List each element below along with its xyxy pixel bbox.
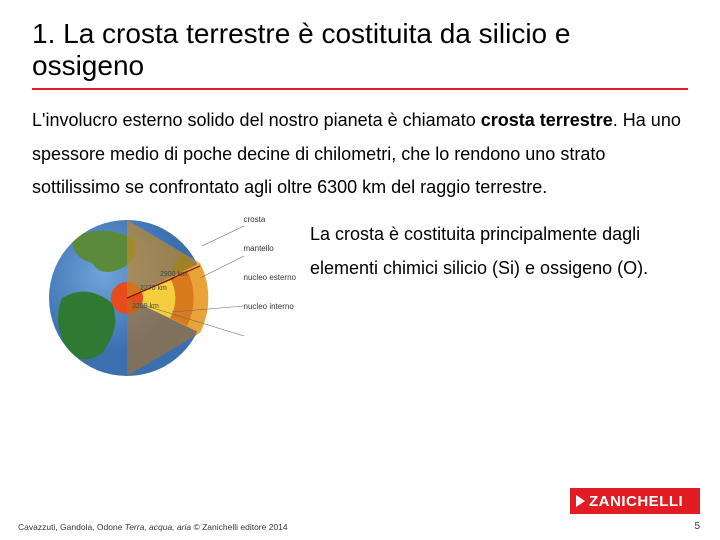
- label-inner-core: nucleo interno: [244, 303, 296, 312]
- para-1: L'involucro esterno solido del nostro pi…: [32, 110, 481, 130]
- footer-rest: © Zanichelli editore 2014: [191, 522, 288, 532]
- earth-diagram: 2900 km 2270 km 3200 km crosta mantello …: [32, 208, 292, 388]
- page-number: 5: [694, 521, 700, 532]
- logo-triangle-icon: [576, 495, 585, 507]
- logo-text: ZANICHELLI: [589, 493, 683, 510]
- publisher-logo: ZANICHELLI: [570, 488, 700, 514]
- footer-credits: Cavazzuti, Gandola, Odone Terra, acqua, …: [18, 522, 288, 532]
- label-outer-core: nucleo esterno: [244, 274, 296, 283]
- footer-authors: Cavazzuti, Gandola, Odone: [18, 522, 125, 532]
- dim-r2: 2270 km: [140, 285, 167, 292]
- label-mantle: mantello: [244, 245, 296, 254]
- main-paragraph: L'involucro esterno solido del nostro pi…: [32, 104, 688, 204]
- dim-r3: 3200 km: [132, 303, 159, 310]
- footer-book: Terra, acqua, aria: [125, 522, 191, 532]
- para-bold: crosta terrestre: [481, 110, 613, 130]
- dim-r1: 2900 km: [160, 271, 187, 278]
- slide-title: 1. La crosta terrestre è costituita da s…: [32, 18, 688, 90]
- label-crust: crosta: [244, 216, 296, 225]
- side-paragraph: La crosta è costituita principalmente da…: [310, 208, 688, 285]
